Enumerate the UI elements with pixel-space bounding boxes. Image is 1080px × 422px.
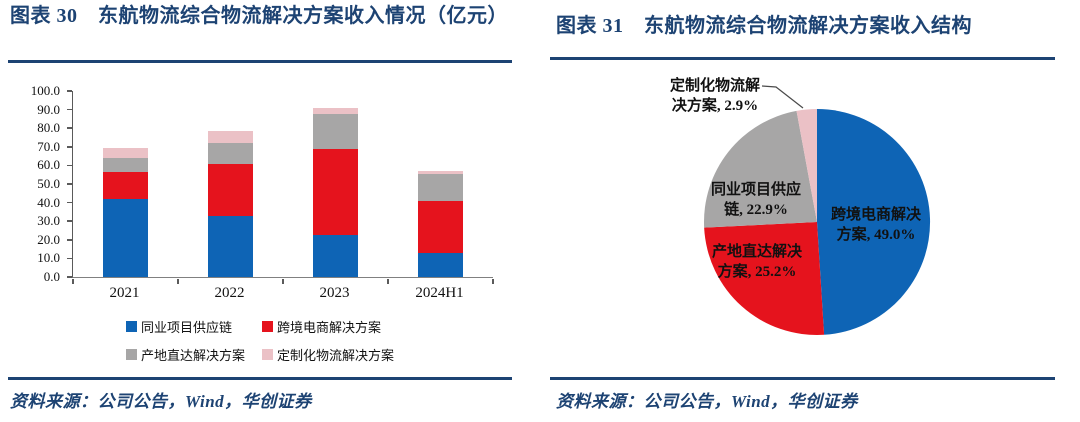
y-axis-tick [67, 257, 72, 260]
y-axis-tick [67, 164, 72, 167]
figure-31-title: 图表 31 东航物流综合物流解决方案收入结构 [556, 15, 972, 37]
figure-31-title-rule [550, 57, 1055, 60]
stacked-bar [208, 131, 253, 277]
legend-item: 跨境电商解决方案 [262, 317, 381, 336]
figure-30-title-rule [8, 60, 512, 63]
bar-segment [313, 107, 358, 115]
y-axis-tick [67, 276, 72, 278]
stacked-bar [103, 147, 148, 277]
bar-segment [208, 143, 253, 165]
y-axis-tick [67, 90, 72, 92]
y-axis-tick [67, 127, 72, 129]
legend-item: 产地直达解决方案 [126, 345, 262, 364]
legend-label: 产地直达解决方案 [141, 348, 246, 363]
bar-segment [313, 114, 358, 149]
x-axis-label: 2024H1 [415, 285, 464, 301]
stacked-bar [313, 107, 358, 277]
bar-group-2023 [283, 91, 388, 277]
y-axis-tick [67, 239, 72, 241]
pie-slice [817, 108, 931, 335]
bar-segment [103, 171, 148, 199]
legend-row: 同业项目供应链 跨境电商解决方案 [126, 317, 394, 336]
y-axis-tick [67, 183, 72, 185]
y-axis-label: 70.0 [37, 138, 60, 154]
y-axis-tick [67, 108, 72, 111]
y-axis-tick [67, 146, 72, 148]
bar-group-2024H1 [388, 91, 493, 277]
y-axis-label: 60.0 [37, 157, 60, 173]
legend-row: 产地直达解决方案 定制化物流解决方案 [126, 345, 394, 364]
x-axis-tick [387, 278, 389, 284]
legend-swatch-icon [126, 321, 137, 332]
y-axis-tick [67, 201, 72, 204]
y-axis-label: 90.0 [37, 101, 60, 117]
bar-segment [418, 252, 463, 277]
bar-segment [208, 215, 253, 277]
bar-segment [418, 173, 463, 201]
legend-label: 同业项目供应链 [141, 320, 233, 335]
y-axis-label: 50.0 [37, 176, 60, 191]
y-axis-tick [67, 220, 72, 222]
legend-swatch-icon [262, 321, 273, 332]
y-axis-label: 10.0 [37, 250, 60, 266]
legend-item: 定制化物流解决方案 [262, 345, 394, 364]
x-axis-label: 2022 [214, 285, 245, 301]
bar-segment [418, 200, 463, 253]
pie-leader-line [761, 85, 804, 109]
pie-slice-label: 定制化物流解决方案, 2.9% [670, 76, 760, 114]
bar-segment [313, 148, 358, 236]
pie-slice-label: 跨境电商解决方案, 49.0% [831, 205, 922, 243]
bar-group-2021 [73, 91, 178, 277]
pie-slice [796, 109, 817, 222]
pie-slice [704, 222, 825, 336]
bar-segment [208, 164, 253, 216]
pie-slice-label: 产地直达解决方案, 25.2% [712, 242, 803, 280]
bar-group-2022 [178, 91, 283, 277]
x-axis-tick [492, 278, 494, 284]
figure-31-source: 资料来源：公司公告，Wind，华创证券 [556, 392, 858, 411]
x-axis-tick [72, 278, 74, 284]
bar-segment [313, 235, 358, 277]
bar-segment [103, 198, 148, 277]
pie-chart: 跨境电商解决方案, 49.0% 产地直达解决方案, 25.2% 同业项目供应链, 2… [670, 76, 931, 336]
figure-30-source: 资料来源：公司公告，Wind，华创证券 [10, 392, 312, 411]
y-axis-label: 40.0 [37, 194, 60, 210]
legend-label: 定制化物流解决方案 [277, 348, 395, 363]
legend-label: 跨境电商解决方案 [277, 320, 382, 335]
x-axis-tick [177, 278, 179, 284]
y-axis-label: 100.0 [30, 83, 60, 98]
stacked-bar [418, 170, 463, 277]
legend-item: 同业项目供应链 [126, 317, 262, 336]
x-axis-label: 2023 [319, 285, 350, 301]
y-axis-label: 20.0 [37, 231, 60, 247]
x-axis-tick [282, 278, 284, 284]
pie-slice [703, 110, 817, 228]
figure-30-source-rule [8, 377, 512, 380]
bar-segment [208, 131, 253, 144]
bar-segment [103, 147, 148, 158]
figure-30-title: 图表 30 东航物流综合物流解决方案收入情况（亿元） [10, 5, 508, 27]
legend-swatch-icon [126, 349, 137, 360]
y-axis-label: 0.0 [43, 269, 60, 284]
bar-segment [418, 170, 463, 174]
y-axis-label: 80.0 [37, 120, 60, 136]
bar-chart-legend: 同业项目供应链 跨境电商解决方案产地直达解决方案 定制化物流解决方案 [126, 317, 394, 364]
y-axis-label: 30.0 [37, 213, 60, 229]
x-axis-label: 2021 [109, 285, 140, 301]
figure-31-source-rule [550, 377, 1055, 380]
bar-plot-area [72, 91, 493, 278]
pie-slice-label: 同业项目供应链, 22.9% [711, 180, 801, 218]
bar-segment [103, 157, 148, 172]
legend-swatch-icon [262, 349, 273, 360]
